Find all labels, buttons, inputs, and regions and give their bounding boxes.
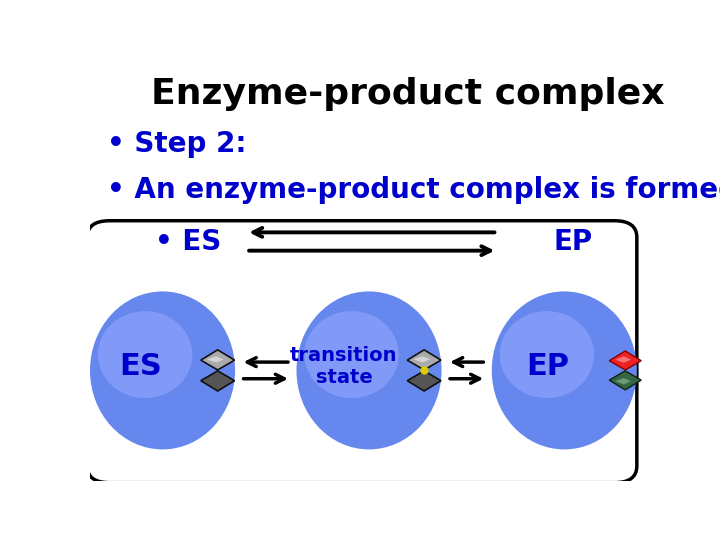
Text: ES: ES — [119, 352, 161, 381]
Text: • An enzyme-product complex is formed.: • An enzyme-product complex is formed. — [107, 176, 720, 204]
Polygon shape — [413, 356, 431, 362]
Ellipse shape — [90, 292, 235, 449]
Polygon shape — [408, 371, 441, 391]
Ellipse shape — [297, 292, 441, 449]
Polygon shape — [207, 356, 224, 362]
Text: Enzyme-product complex: Enzyme-product complex — [151, 77, 665, 111]
Polygon shape — [615, 356, 631, 363]
Text: EP: EP — [553, 227, 593, 255]
Text: • Step 2:: • Step 2: — [107, 130, 246, 158]
Ellipse shape — [305, 311, 399, 398]
Text: EP: EP — [526, 352, 569, 381]
Text: transition
state: transition state — [290, 346, 397, 387]
Ellipse shape — [500, 311, 594, 398]
Text: • ES: • ES — [155, 227, 221, 255]
Ellipse shape — [492, 292, 636, 449]
Polygon shape — [609, 351, 642, 370]
Polygon shape — [201, 371, 235, 391]
Polygon shape — [609, 371, 642, 390]
Polygon shape — [408, 350, 441, 370]
Polygon shape — [201, 350, 235, 370]
Polygon shape — [615, 378, 631, 384]
FancyBboxPatch shape — [87, 221, 637, 483]
Ellipse shape — [98, 311, 192, 398]
